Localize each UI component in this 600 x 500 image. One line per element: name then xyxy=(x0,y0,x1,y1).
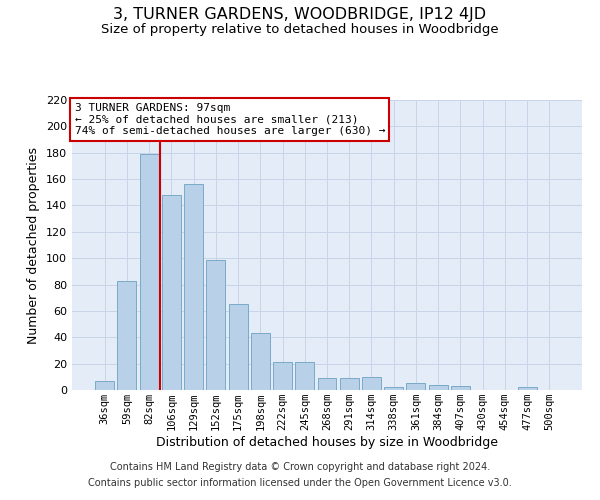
Bar xyxy=(518,388,536,390)
Bar xyxy=(429,384,448,390)
Text: Contains public sector information licensed under the Open Government Licence v3: Contains public sector information licen… xyxy=(88,478,512,488)
Bar xyxy=(384,388,403,390)
Y-axis label: Number of detached properties: Number of detached properties xyxy=(28,146,40,344)
Bar xyxy=(317,378,337,390)
Bar xyxy=(206,260,225,390)
Text: Size of property relative to detached houses in Woodbridge: Size of property relative to detached ho… xyxy=(101,22,499,36)
Text: Contains HM Land Registry data © Crown copyright and database right 2024.: Contains HM Land Registry data © Crown c… xyxy=(110,462,490,472)
Bar xyxy=(184,184,203,390)
Bar xyxy=(406,384,425,390)
Text: Distribution of detached houses by size in Woodbridge: Distribution of detached houses by size … xyxy=(156,436,498,449)
Text: 3 TURNER GARDENS: 97sqm
← 25% of detached houses are smaller (213)
74% of semi-d: 3 TURNER GARDENS: 97sqm ← 25% of detache… xyxy=(74,103,385,136)
Text: 3, TURNER GARDENS, WOODBRIDGE, IP12 4JD: 3, TURNER GARDENS, WOODBRIDGE, IP12 4JD xyxy=(113,8,487,22)
Bar xyxy=(95,381,114,390)
Bar xyxy=(162,195,181,390)
Bar xyxy=(451,386,470,390)
Bar xyxy=(251,334,270,390)
Bar xyxy=(295,362,314,390)
Bar xyxy=(273,362,292,390)
Bar xyxy=(362,377,381,390)
Bar xyxy=(140,154,158,390)
Bar xyxy=(118,280,136,390)
Bar xyxy=(340,378,359,390)
Bar xyxy=(229,304,248,390)
